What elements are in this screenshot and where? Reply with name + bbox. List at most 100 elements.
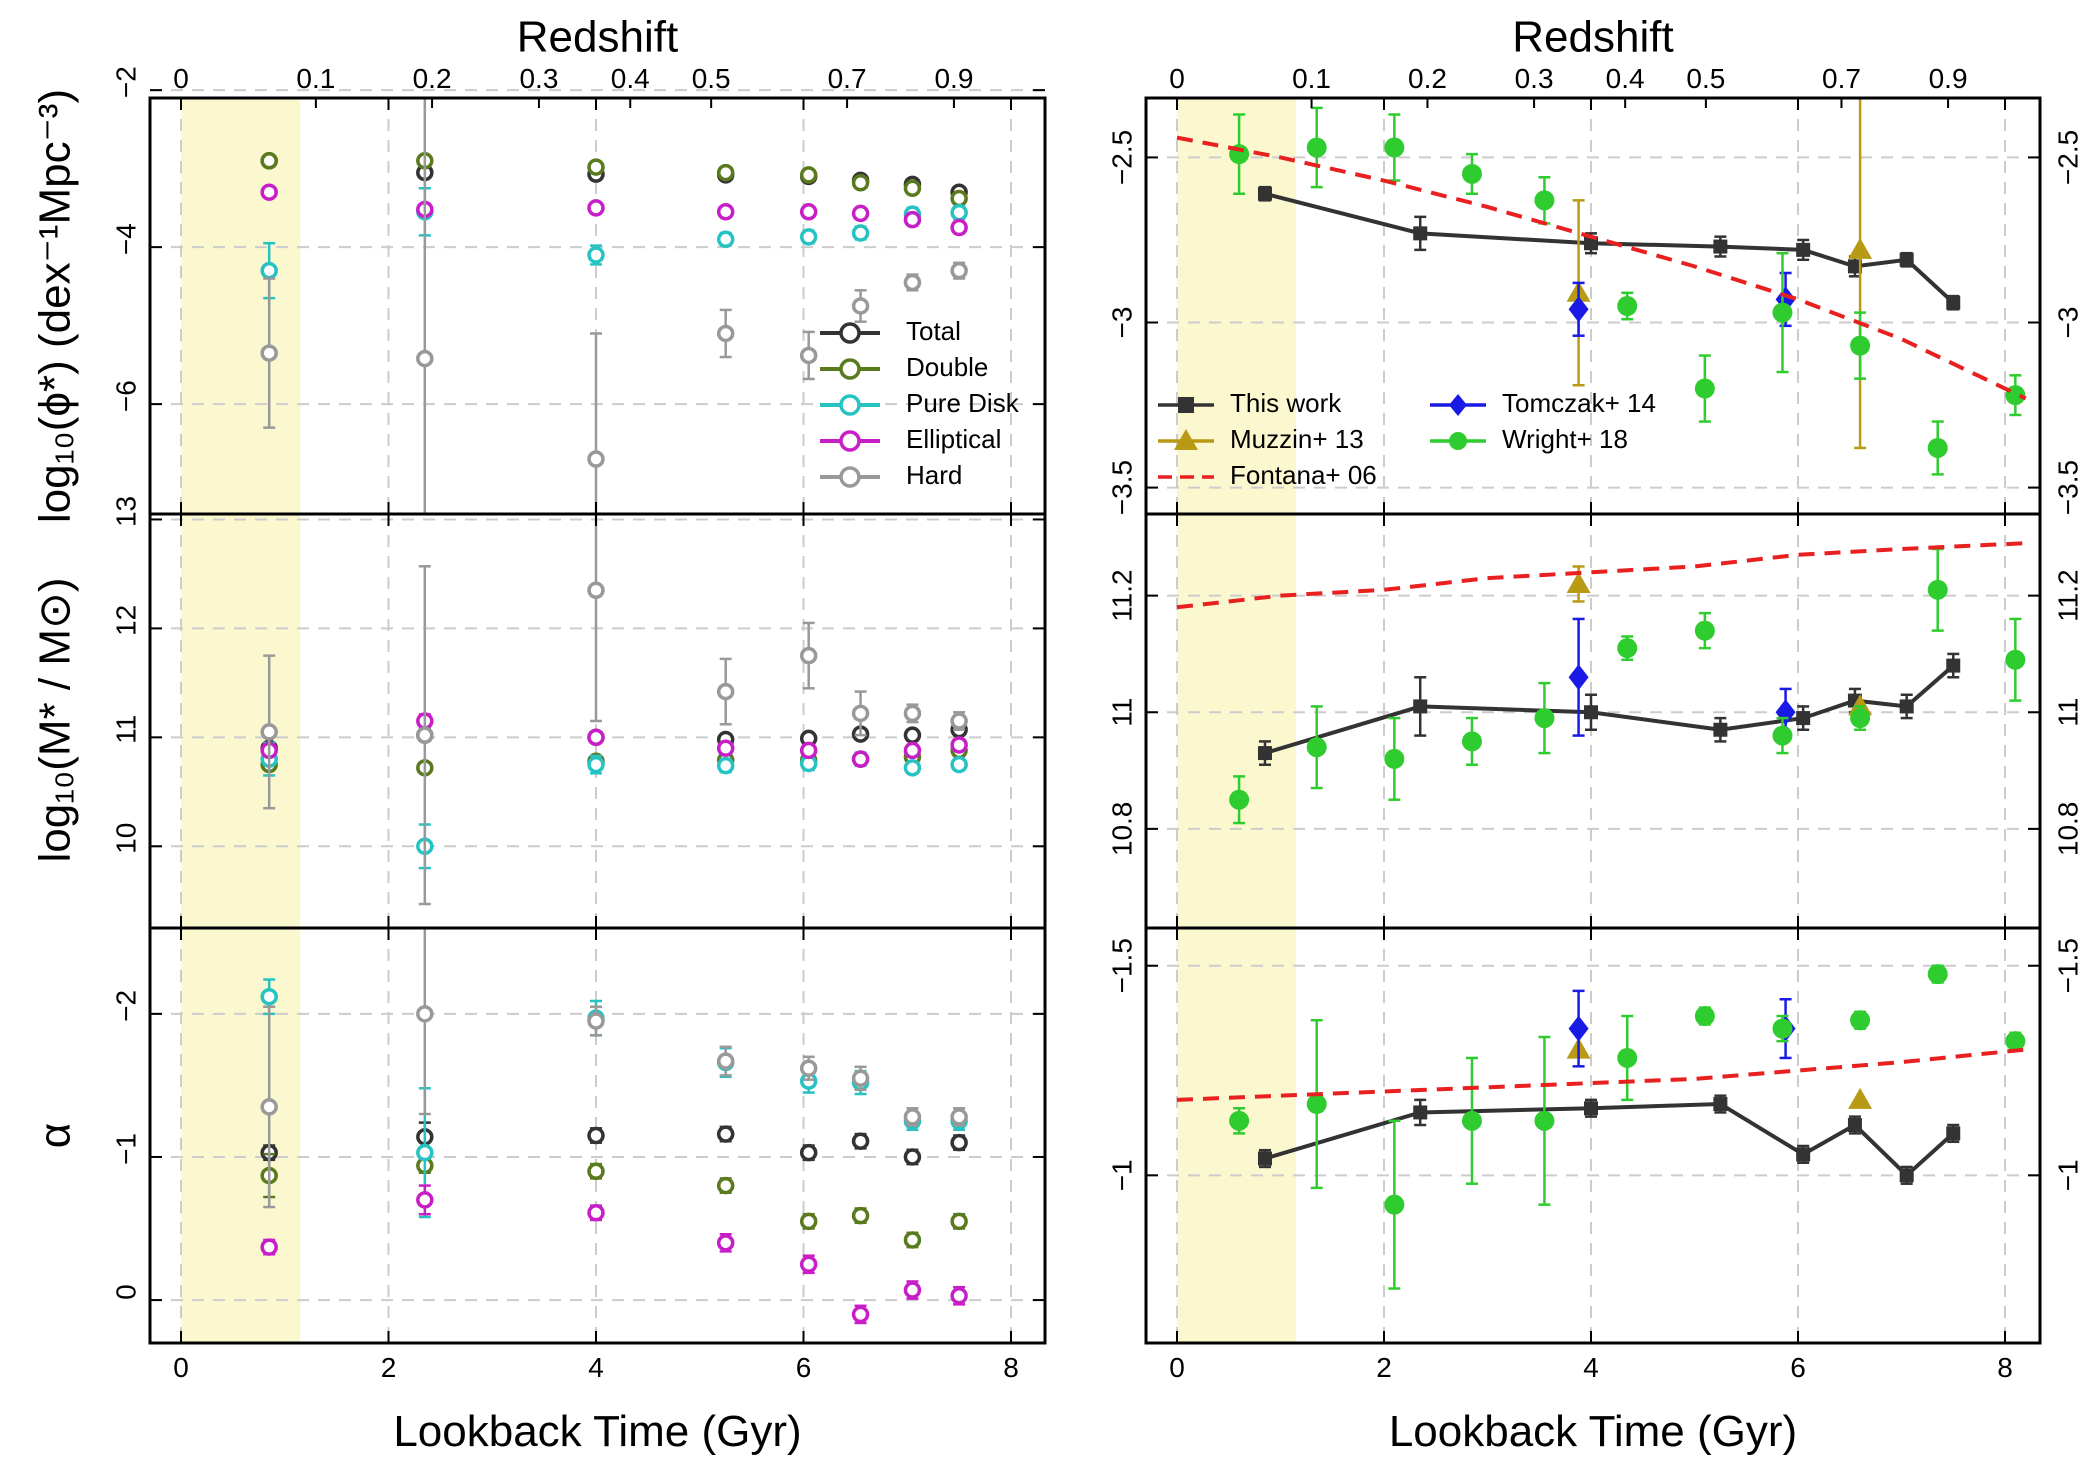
- data-point: [1850, 1010, 1871, 1031]
- legend-right: This work Tomczak+ 14 Muzzin+ 13 Wright+ 18…: [1158, 388, 1656, 490]
- data-point: [1257, 1151, 1272, 1166]
- data-point: [1847, 259, 1862, 274]
- redshift-tick-label: 0: [1169, 63, 1185, 94]
- redshift-tick-label: 0.1: [296, 63, 335, 94]
- data-point: [1927, 964, 1948, 985]
- data-point: [1927, 579, 1948, 600]
- data-point: [1229, 789, 1250, 810]
- row-right-mstar: [1176, 541, 2026, 825]
- data-point: [1694, 620, 1715, 641]
- data-point: [1384, 137, 1405, 158]
- data-point: [903, 759, 922, 777]
- data-point: [1796, 711, 1811, 726]
- y-tick-label: 11.2: [1106, 569, 1137, 621]
- data-point: [1694, 1006, 1715, 1027]
- data-point: [1713, 1097, 1728, 1112]
- data-point: [950, 712, 968, 730]
- data-point: [1796, 242, 1811, 257]
- data-point: [799, 646, 818, 665]
- data-point: [260, 723, 278, 741]
- data-point: [1694, 378, 1715, 399]
- data-point: [851, 1305, 870, 1324]
- data-point: [903, 726, 922, 744]
- data-point: [950, 189, 968, 208]
- data-point: [260, 1238, 278, 1256]
- data-point: [1772, 725, 1793, 746]
- y-tick-label: −3: [2052, 307, 2083, 339]
- redshift-tick-label: 0.4: [1606, 63, 1645, 94]
- data-point: [851, 704, 870, 723]
- data-point: [799, 741, 818, 760]
- panel-frames: [148, 89, 2042, 1345]
- row-left-mstar: [260, 514, 968, 906]
- data-point: [716, 230, 735, 249]
- legend-marker: [839, 430, 861, 452]
- data-point: [1927, 437, 1948, 458]
- top-axis-label: Redshift: [1512, 13, 1673, 62]
- data-point: [1617, 638, 1638, 659]
- data-point: [950, 1212, 968, 1231]
- data-point: [851, 174, 870, 192]
- data-point: [587, 1126, 605, 1145]
- gridlines: [150, 89, 2040, 1343]
- data-point: [851, 1206, 870, 1225]
- panel-frame: [148, 926, 1047, 1345]
- x-tick-label: 4: [588, 1352, 604, 1383]
- y-tick-label: −2: [110, 990, 141, 1022]
- redshift-tick-label: 0.2: [1408, 63, 1447, 94]
- data-point: [587, 199, 605, 217]
- y-tick-label: −4: [110, 223, 141, 255]
- legend-marker: [839, 394, 861, 416]
- legend-label: Fontana+ 06: [1230, 460, 1377, 490]
- y-tick-label: −2: [110, 66, 141, 98]
- y-tick-label: −1: [110, 1133, 141, 1165]
- data-point: [903, 273, 922, 292]
- row-plot-area: [260, 98, 968, 514]
- data-point: [260, 344, 278, 362]
- data-point: [716, 1125, 735, 1143]
- data-point: [1461, 731, 1482, 752]
- data-point: [851, 224, 870, 242]
- data-point: [1584, 236, 1598, 251]
- y-tick-label: −2.5: [2052, 130, 2083, 185]
- data-point: [1413, 1105, 1428, 1120]
- data-point: [1306, 137, 1327, 158]
- series-line-dashed: [1176, 135, 2027, 401]
- x-tick-label: 2: [1376, 1352, 1392, 1383]
- series-elliptical: [260, 1184, 968, 1325]
- legend-marker: [1174, 429, 1198, 450]
- data-point: [1899, 1168, 1914, 1183]
- data-point: [416, 726, 434, 744]
- highlight-band: [181, 98, 301, 1343]
- data-point: [587, 158, 605, 176]
- series-fontana-06: [1176, 1047, 2026, 1102]
- x-axis-label: Lookback Time (Gyr): [393, 1407, 801, 1456]
- series-line: [1264, 191, 1955, 305]
- legend-label: Double: [906, 352, 988, 382]
- data-point: [1384, 1194, 1405, 1215]
- legends: Total Double Pure Disk Elliptical Hard This w…: [820, 316, 1656, 490]
- data-point: [1229, 1110, 1250, 1131]
- data-point: [716, 324, 735, 343]
- data-point: [950, 203, 968, 222]
- data-point: [260, 152, 278, 170]
- data-point: [716, 682, 735, 701]
- series-line: [1264, 1102, 1955, 1179]
- row-plot-area: [260, 514, 968, 906]
- legend-label: Muzzin+ 13: [1230, 424, 1364, 454]
- row-plot-area: [1176, 541, 2026, 825]
- data-point: [851, 750, 870, 768]
- data-point: [1384, 748, 1405, 769]
- redshift-tick-label: 0: [173, 63, 189, 94]
- data-point: [903, 1231, 922, 1249]
- data-point: [716, 756, 735, 775]
- redshift-tick-label: 0.5: [1686, 63, 1725, 94]
- legend-label: Tomczak+ 14: [1502, 388, 1656, 418]
- series-double: [260, 1152, 968, 1249]
- top-axis-label: Redshift: [517, 13, 678, 62]
- y-tick-label: −2.5: [1106, 130, 1137, 185]
- y-tick-label: −3.5: [2052, 460, 2083, 515]
- data-point: [1534, 1110, 1555, 1131]
- data-point: [716, 163, 735, 182]
- data-point: [1617, 1047, 1638, 1068]
